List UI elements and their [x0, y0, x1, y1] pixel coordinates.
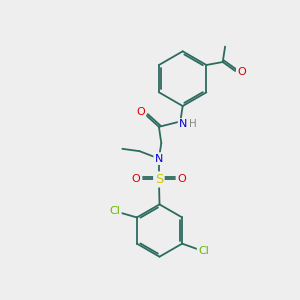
- Text: H: H: [189, 119, 197, 129]
- Text: N: N: [155, 154, 163, 164]
- Text: Cl: Cl: [198, 246, 209, 256]
- Text: O: O: [136, 107, 145, 117]
- Text: Cl: Cl: [110, 206, 120, 216]
- Text: O: O: [132, 174, 140, 184]
- Text: N: N: [179, 119, 188, 129]
- Text: O: O: [237, 68, 246, 77]
- Text: O: O: [177, 174, 186, 184]
- Text: S: S: [155, 173, 163, 186]
